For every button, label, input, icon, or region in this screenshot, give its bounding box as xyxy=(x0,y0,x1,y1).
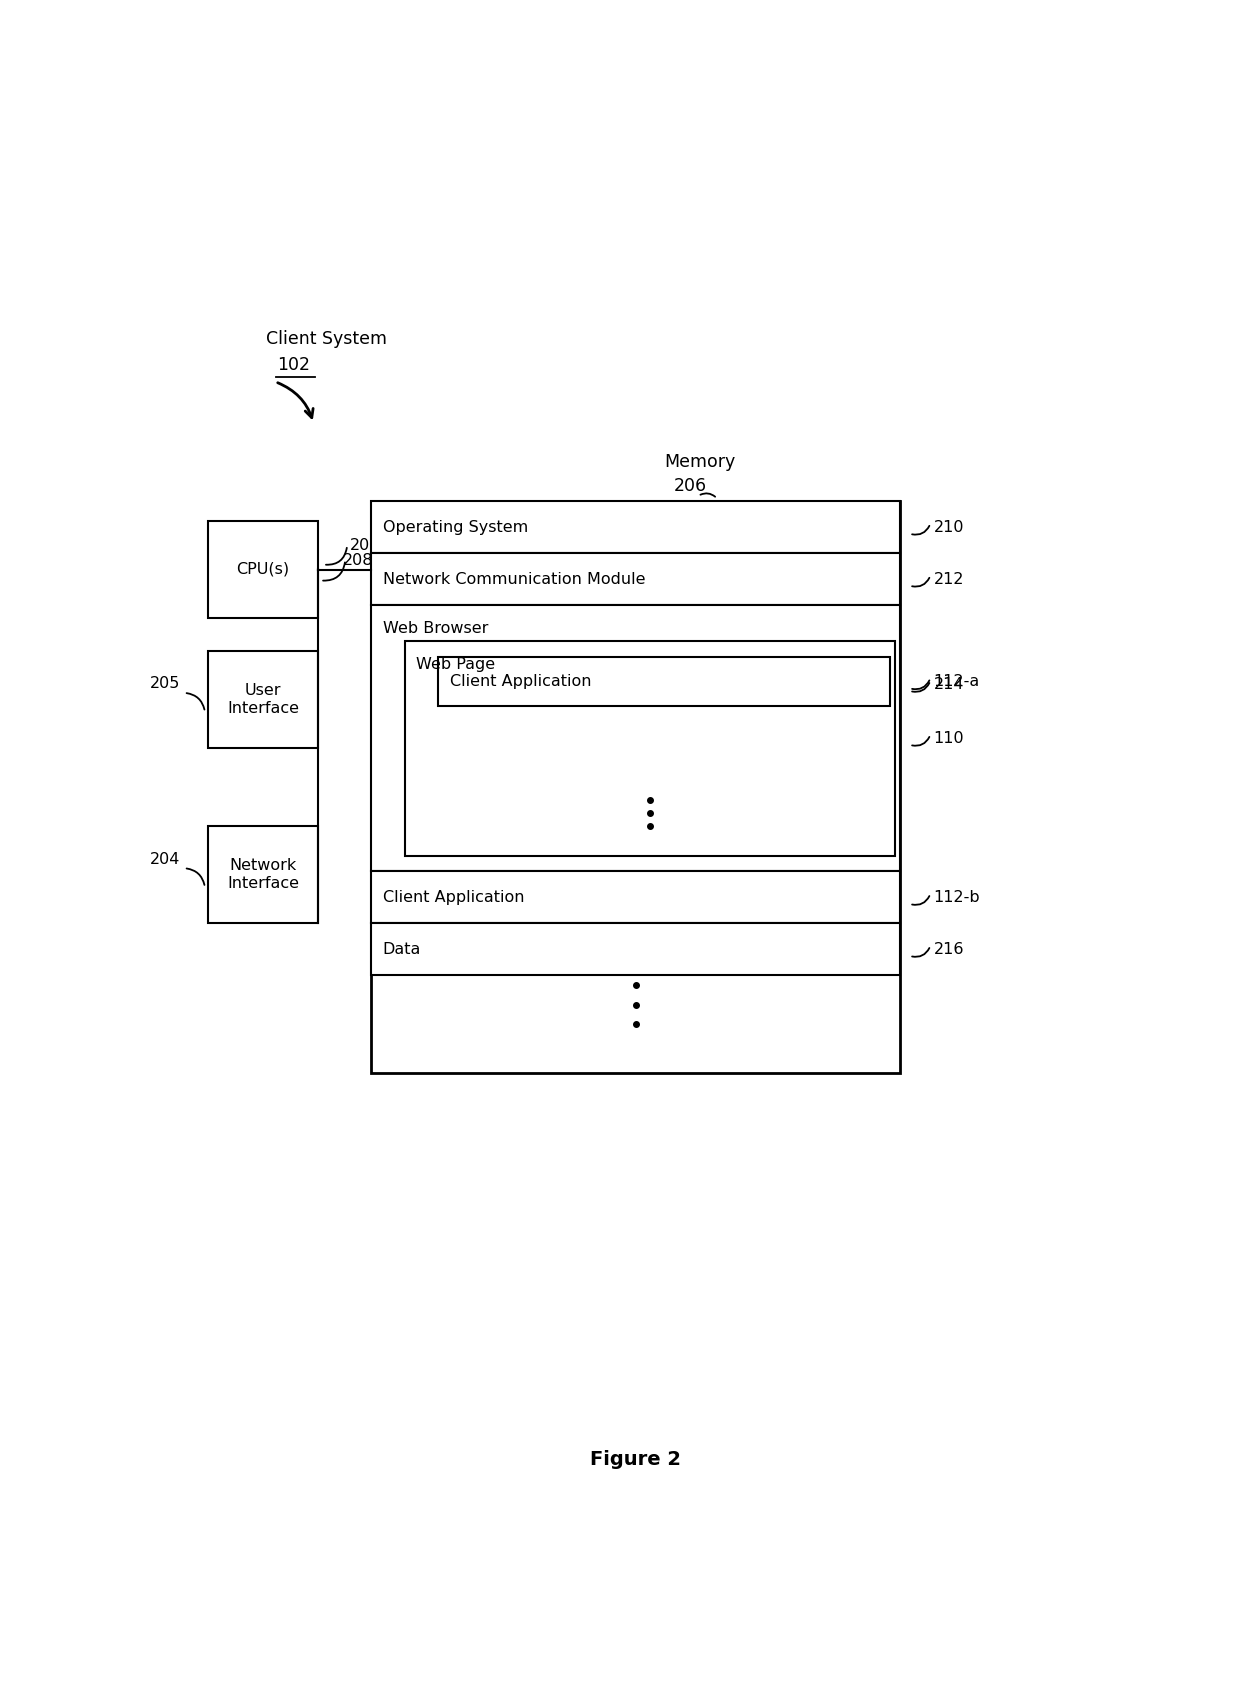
Bar xyxy=(371,501,900,1073)
Text: 102: 102 xyxy=(277,356,310,375)
Text: User
Interface: User Interface xyxy=(227,683,299,715)
Text: Figure 2: Figure 2 xyxy=(590,1451,681,1469)
Text: Network Communication Module: Network Communication Module xyxy=(383,572,645,587)
Text: Client Application: Client Application xyxy=(450,675,591,690)
Bar xyxy=(208,651,319,747)
Text: 212: 212 xyxy=(934,572,963,587)
Text: 205: 205 xyxy=(150,676,181,692)
Bar xyxy=(439,656,890,707)
Text: 204: 204 xyxy=(150,852,181,867)
Bar xyxy=(371,501,900,553)
Text: Operating System: Operating System xyxy=(383,520,528,535)
Text: 210: 210 xyxy=(934,520,963,535)
Text: Client Application: Client Application xyxy=(383,891,525,904)
Bar xyxy=(208,827,319,923)
Text: 112-a: 112-a xyxy=(934,675,980,690)
Text: 110: 110 xyxy=(934,730,963,746)
Bar xyxy=(371,923,900,975)
Bar xyxy=(404,641,895,855)
Text: 208: 208 xyxy=(342,553,373,569)
Text: 206: 206 xyxy=(675,477,707,494)
Text: Network
Interface: Network Interface xyxy=(227,859,299,891)
Text: 214: 214 xyxy=(934,676,963,692)
Text: Client System: Client System xyxy=(265,331,387,348)
Bar xyxy=(371,606,900,872)
Text: Web Browser: Web Browser xyxy=(383,621,489,636)
Bar xyxy=(208,521,319,617)
Text: 202: 202 xyxy=(350,538,381,553)
Text: Memory: Memory xyxy=(665,454,735,471)
Text: 216: 216 xyxy=(934,941,963,957)
Text: CPU(s): CPU(s) xyxy=(237,562,290,577)
Text: Web Page: Web Page xyxy=(417,658,496,673)
Bar xyxy=(371,553,900,606)
Text: 112-b: 112-b xyxy=(934,891,980,904)
Bar xyxy=(371,872,900,923)
Text: Data: Data xyxy=(383,941,422,957)
